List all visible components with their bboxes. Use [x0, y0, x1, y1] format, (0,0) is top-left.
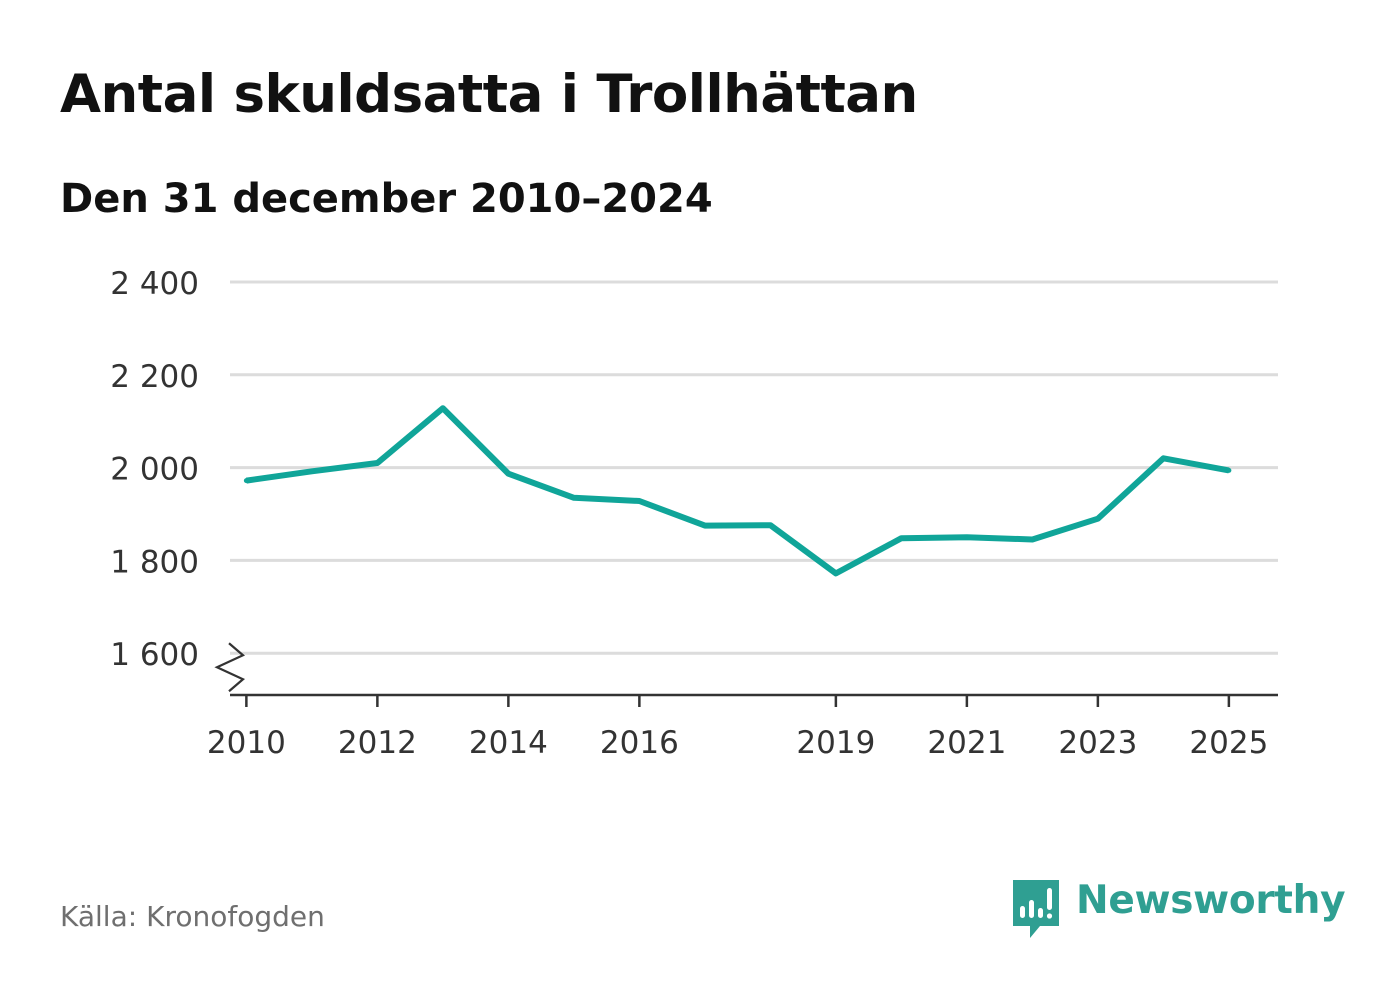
x-axis-ticks: 2010 2012 2014 2016 2019 2021 2023 2025: [207, 695, 1268, 761]
data-point: [767, 522, 773, 528]
x-tick-label: 2016: [600, 725, 679, 761]
data-point: [702, 523, 708, 529]
gridlines: [230, 280, 1278, 655]
x-tick-label: 2014: [469, 725, 548, 761]
x-tick-label: 2019: [796, 725, 875, 761]
x-tick-label: 2010: [207, 725, 286, 761]
source-note: Källa: Kronofogden: [60, 900, 325, 933]
x-tick-label: 2021: [927, 725, 1006, 761]
newsworthy-logo-icon: [1013, 880, 1059, 938]
data-point: [1160, 455, 1166, 461]
data-point: [1029, 537, 1035, 543]
data-point: [898, 535, 904, 541]
y-tick-label: 2 400: [110, 266, 199, 302]
y-tick-label: 2 200: [110, 359, 199, 395]
data-point: [636, 498, 642, 504]
x-tick-label: 2012: [338, 725, 417, 761]
data-point: [440, 405, 446, 411]
series-group: [243, 405, 1232, 577]
chart-title: Antal skuldsatta i Trollhättan: [60, 64, 918, 125]
data-point: [243, 478, 249, 484]
brand-name: Newsworthy: [1076, 878, 1346, 923]
data-point: [309, 468, 315, 474]
chart-subtitle: Den 31 december 2010–2024: [60, 176, 713, 222]
data-point: [1226, 467, 1232, 473]
data-point: [964, 534, 970, 540]
x-tick-label: 2025: [1189, 725, 1268, 761]
y-axis-ticks: 1 600 1 800 2 000 2 200 2 400: [110, 266, 199, 673]
y-tick-label: 1 600: [110, 637, 199, 673]
y-tick-label: 2 000: [110, 452, 199, 488]
data-point: [833, 570, 839, 576]
x-axis: [214, 642, 1278, 697]
data-point: [1095, 516, 1101, 522]
data-point: [571, 495, 577, 501]
brand-logo[interactable]: Newsworthy: [1010, 876, 1346, 940]
series-line: [245, 405, 1230, 577]
data-point: [374, 460, 380, 466]
x-tick-label: 2023: [1058, 725, 1137, 761]
y-tick-label: 1 800: [110, 544, 199, 580]
axis-break-icon: [214, 642, 246, 693]
data-point: [505, 471, 511, 477]
